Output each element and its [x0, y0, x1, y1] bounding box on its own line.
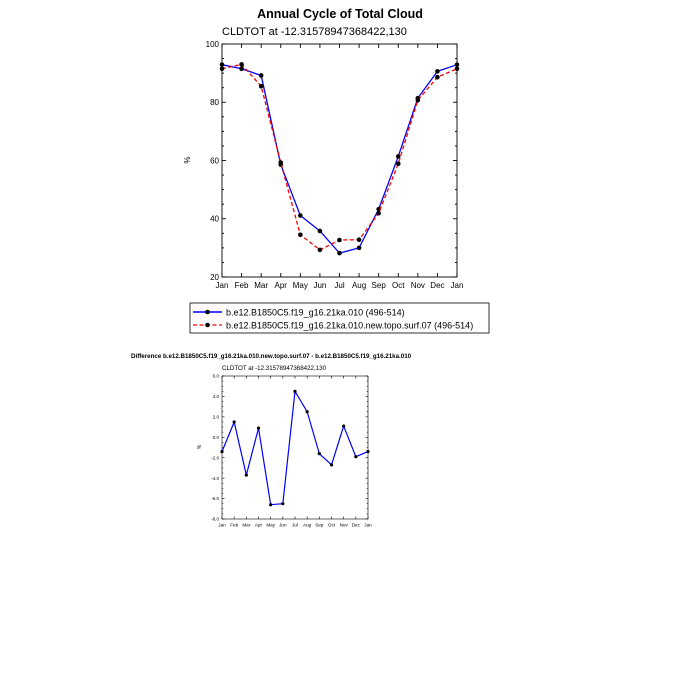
data-point-series-1 — [256, 426, 261, 430]
data-point-series-1 — [317, 452, 321, 456]
x-tick-label: Oct — [392, 281, 405, 290]
data-point-series-1 — [305, 410, 309, 414]
x-tick-label: Dec — [352, 523, 361, 528]
data-point-series-1 — [258, 73, 264, 78]
data-point-series-1 — [239, 66, 244, 72]
x-tick-label: Jul — [292, 523, 298, 528]
x-tick-label: Oct — [328, 523, 336, 528]
x-tick-label: Nov — [340, 523, 349, 528]
data-point-series-2 — [278, 160, 284, 165]
x-tick-label: Jan — [218, 523, 226, 528]
x-tick-label: Jun — [279, 523, 287, 528]
x-tick-label: Mar — [254, 281, 268, 290]
y-tick-label: 60 — [210, 156, 219, 165]
data-point-series-1 — [454, 62, 460, 67]
data-point-series-1 — [395, 154, 401, 159]
x-tick-label: Sep — [315, 523, 324, 528]
y-tick-label: 20 — [210, 273, 219, 282]
data-point-series-1 — [354, 455, 358, 459]
data-point-series-2 — [395, 161, 401, 167]
data-point-series-1 — [356, 245, 362, 251]
y-tick-label: 100 — [206, 40, 220, 49]
data-point-series-1 — [342, 424, 346, 428]
data-point-series-1 — [232, 420, 236, 424]
chart2-subtitle: CLDTOT at -12.31578947368422,130 — [222, 365, 327, 372]
y-tick-label: 0.0 — [213, 435, 220, 440]
data-point-series-2 — [317, 247, 323, 253]
x-tick-label: May — [266, 523, 275, 528]
x-tick-label: Dec — [430, 281, 444, 290]
data-point-series-2 — [337, 237, 342, 243]
x-tick-label: Jan — [451, 281, 464, 290]
data-point-series-2 — [376, 210, 381, 216]
chart1-subtitle: CLDTOT at -12.31578947368422,130 — [222, 26, 407, 38]
x-tick-label: Jun — [313, 281, 326, 290]
data-point-series-1 — [329, 463, 334, 467]
legend-label-series-1: b.e12.B1850C5.f19_g16.21ka.010 (496-514) — [226, 308, 405, 318]
y-tick-label: -6.0 — [211, 496, 219, 501]
data-point-series-1 — [269, 503, 273, 507]
chart2-title: Difference b.e12.B1850C5.f19_g16.21ka.01… — [131, 353, 412, 360]
legend-label-series-2: b.e12.B1850C5.f19_g16.21ka.010.new.topo.… — [226, 321, 473, 331]
chart2-plot-area: -8.0 -6.0 -4.0 -2.0 0.0 2.0 4.0 6.0 Jan Feb Mar Apr… — [211, 374, 372, 528]
data-point-series-1 — [281, 502, 285, 506]
data-point-series-1 — [435, 69, 440, 74]
plot-frame — [221, 375, 369, 520]
data-point-series-2 — [219, 66, 225, 72]
x-tick-label: Jul — [334, 281, 344, 290]
chart1-ylabel: % — [183, 156, 192, 163]
x-tick-label: Aug — [303, 523, 312, 528]
x-tick-label: Sep — [372, 281, 387, 290]
x-tick-label: Jan — [216, 281, 229, 290]
series-line-1 — [221, 64, 458, 254]
chart1-legend: b.e12.B1850C5.f19_g16.21ka.010 (496-514)… — [189, 302, 490, 334]
data-point-series-2 — [356, 237, 362, 243]
data-point-series-1 — [366, 449, 370, 454]
data-point-series-1 — [293, 389, 297, 393]
data-point-series-1 — [317, 228, 323, 234]
y-tick-label: -8.0 — [211, 517, 219, 522]
x-tick-label: Jan — [364, 523, 372, 528]
x-tick-label: Mar — [242, 523, 250, 528]
data-point-series-2 — [415, 97, 421, 103]
data-point-series-2 — [239, 62, 244, 67]
data-point-series-2 — [435, 74, 440, 80]
chart1-plot-area: 20 40 60 80 100 Jan Feb Mar Apr May Jun Jul Aug Sep Oc… — [206, 40, 464, 290]
x-tick-label: Feb — [230, 523, 238, 528]
y-tick-label: -2.0 — [211, 455, 219, 460]
x-tick-label: Apr — [255, 523, 263, 528]
series-line-1 — [221, 390, 369, 506]
y-tick-label: 80 — [210, 98, 219, 107]
x-tick-label: Apr — [275, 281, 288, 290]
data-point-series-2 — [258, 83, 264, 89]
x-tick-label: Nov — [411, 281, 425, 290]
x-tick-label: Feb — [235, 281, 249, 290]
y-tick-label: 6.0 — [213, 374, 220, 379]
data-point-series-1 — [298, 213, 303, 218]
data-point-series-2 — [454, 66, 460, 72]
x-tick-label: May — [293, 281, 308, 290]
chart1-title: Annual Cycle of Total Cloud — [257, 7, 423, 21]
y-tick-label: 2.0 — [213, 414, 220, 419]
legend-marker-series-1 — [205, 309, 210, 315]
data-point-series-2 — [298, 232, 303, 238]
y-tick-label: 40 — [210, 215, 219, 224]
data-point-series-1 — [376, 206, 381, 212]
data-point-series-1 — [220, 449, 224, 454]
y-tick-label: 4.0 — [213, 394, 220, 399]
data-point-series-1 — [244, 473, 248, 477]
legend-marker-series-2 — [205, 322, 210, 328]
chart2-ylabel: % — [197, 444, 203, 449]
x-tick-label: Aug — [352, 281, 366, 290]
data-point-series-1 — [219, 62, 225, 67]
legend-frame — [189, 302, 490, 334]
data-point-series-1 — [337, 250, 342, 256]
y-tick-label: -4.0 — [211, 476, 219, 481]
